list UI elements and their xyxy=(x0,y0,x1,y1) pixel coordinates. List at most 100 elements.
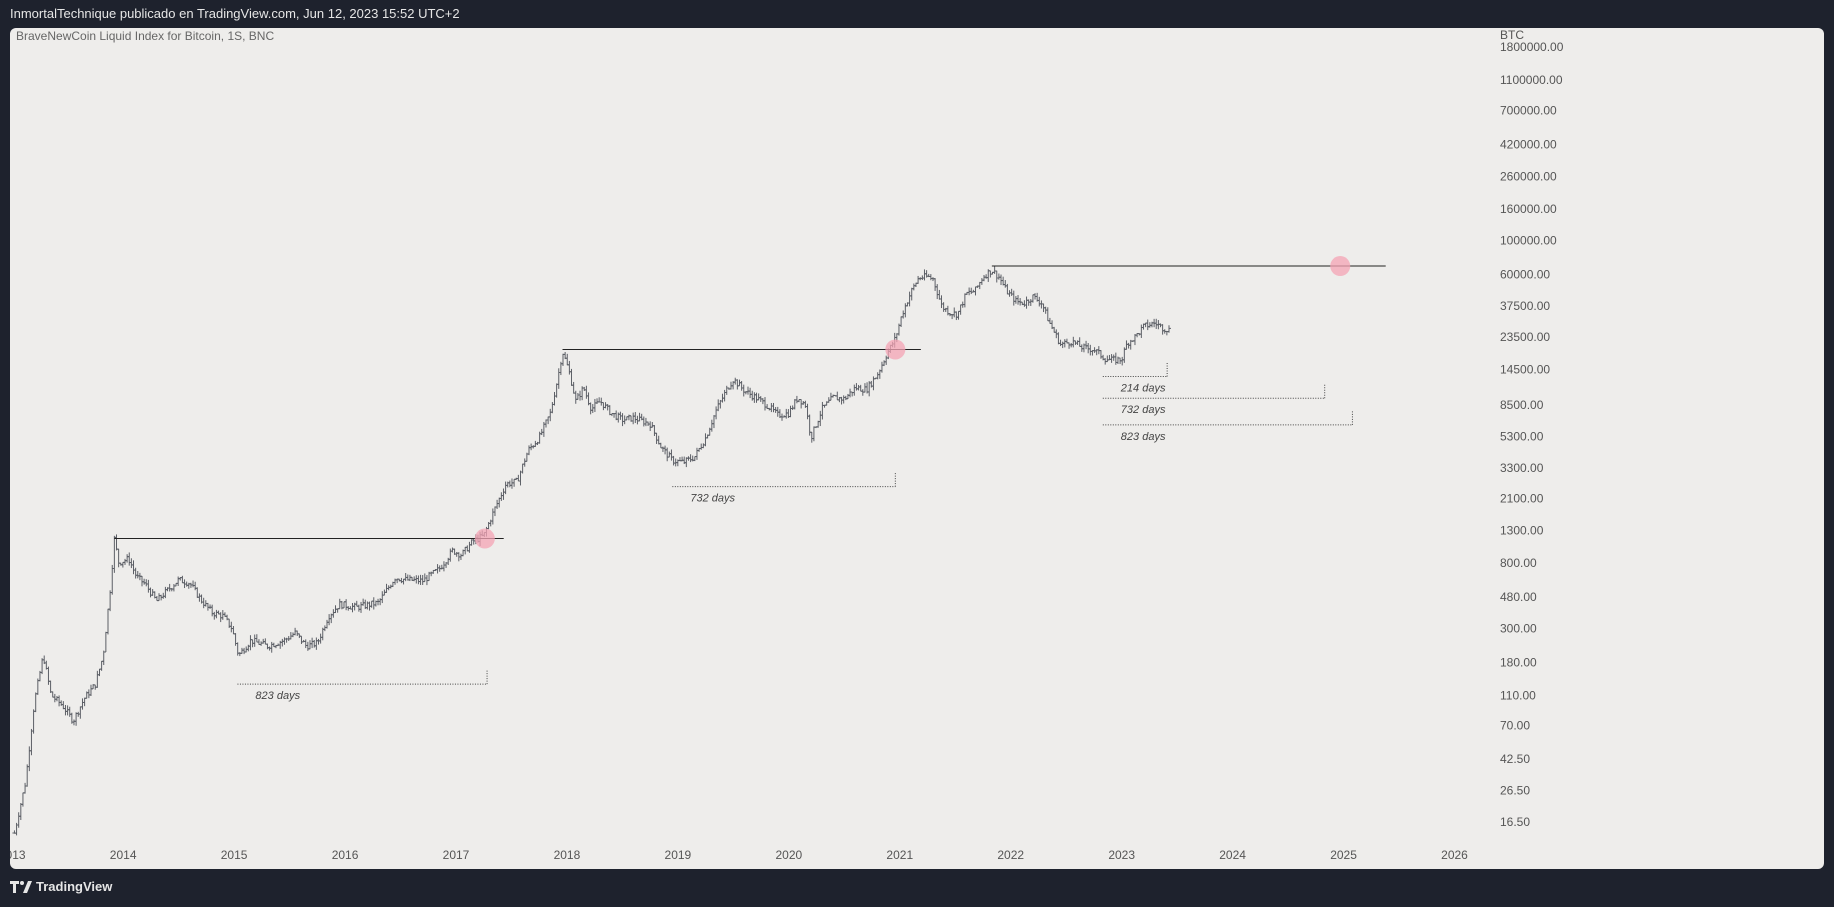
price-bar xyxy=(1084,340,1089,350)
price-bar xyxy=(154,595,159,602)
tradingview-brand[interactable]: TradingView xyxy=(36,879,113,894)
price-bar xyxy=(448,548,453,562)
price-bar xyxy=(741,384,746,397)
price-bar xyxy=(148,587,153,598)
price-bar xyxy=(1003,280,1008,288)
price-bar xyxy=(633,412,638,424)
price-bar xyxy=(701,443,706,449)
price-bar xyxy=(520,463,525,474)
price-bar xyxy=(512,478,517,487)
y-tick-label: 60000.00 xyxy=(1500,267,1550,281)
price-bar xyxy=(135,570,140,579)
price-bar xyxy=(595,398,600,405)
price-bar xyxy=(933,278,938,291)
price-bar xyxy=(1120,356,1125,366)
y-tick-label: 110.00 xyxy=(1500,688,1536,702)
x-axis[interactable]: 2013 2014 2015 2016 2017 2018 2019 2020 2021 2022… xyxy=(10,848,1468,862)
price-bar xyxy=(994,270,999,283)
highlight-markers xyxy=(474,256,1351,549)
price-bar xyxy=(901,310,906,319)
price-bar xyxy=(703,433,708,447)
price-bar xyxy=(1009,288,1014,296)
price-bar xyxy=(694,447,699,460)
duration-label: 732 days xyxy=(690,493,735,505)
price-bar xyxy=(33,692,38,713)
price-bar xyxy=(843,395,848,401)
price-bar xyxy=(48,680,53,693)
price-bar xyxy=(1024,296,1029,309)
price-bar xyxy=(1071,336,1076,348)
price-bar xyxy=(597,397,602,403)
price-bar xyxy=(376,598,381,606)
price-bar xyxy=(131,560,136,575)
x-tick-label: 2025 xyxy=(1330,848,1357,862)
price-bar xyxy=(450,547,455,553)
price-bar xyxy=(191,580,196,588)
price-bar xyxy=(380,591,385,604)
chart-panel[interactable]: BraveNewCoin Liquid Index for Bitcoin, 1… xyxy=(10,28,1824,869)
y-tick-label: 42.50 xyxy=(1500,752,1530,766)
x-tick-label: 2014 xyxy=(110,848,137,862)
price-bar xyxy=(110,564,115,595)
price-bar xyxy=(1098,350,1103,359)
price-bar xyxy=(956,310,961,320)
price-bar xyxy=(631,412,636,425)
price-bar xyxy=(809,431,814,443)
price-bar xyxy=(31,709,36,734)
price-bar xyxy=(982,274,987,282)
price-bar xyxy=(78,706,83,719)
y-axis[interactable]: 1800000.00 1100000.00 700000.00 420000.00 26… xyxy=(1500,40,1564,829)
x-tick-label: 2019 xyxy=(665,848,692,862)
y-tick-label: 300.00 xyxy=(1500,621,1537,635)
price-bar xyxy=(1045,307,1050,322)
price-bar xyxy=(263,638,268,645)
price-bar xyxy=(429,571,434,577)
price-bar xyxy=(242,647,247,655)
price-bar xyxy=(688,454,693,463)
price-bar xyxy=(561,353,566,366)
price-bar xyxy=(197,593,202,602)
price-bar xyxy=(605,404,610,411)
price-bar xyxy=(1058,339,1063,347)
price-bar xyxy=(748,387,753,399)
price-bar xyxy=(116,548,121,568)
price-bar xyxy=(252,634,257,647)
price-bar xyxy=(57,695,62,707)
currency-label: BTC xyxy=(1500,28,1524,42)
price-bar xyxy=(371,597,376,610)
price-bar xyxy=(65,705,70,716)
price-bar xyxy=(1077,337,1082,347)
price-bar xyxy=(1154,318,1159,329)
price-bar xyxy=(769,402,774,413)
y-tick-label: 23500.00 xyxy=(1500,330,1550,344)
price-bar xyxy=(40,658,45,675)
price-bar xyxy=(552,391,557,406)
price-bar xyxy=(979,278,984,285)
price-bar xyxy=(193,581,198,591)
y-tick-label: 37500.00 xyxy=(1500,299,1550,313)
duration-bracket: 732 days xyxy=(1102,384,1326,416)
trend-lines xyxy=(114,265,1386,540)
price-bar xyxy=(805,403,810,420)
price-bar xyxy=(105,608,110,635)
price-bar xyxy=(1005,283,1010,295)
price-bar xyxy=(684,457,689,468)
price-bar xyxy=(1111,354,1116,361)
price-bar xyxy=(771,402,776,413)
price-bar xyxy=(1079,344,1084,352)
price-bar xyxy=(369,600,374,608)
y-tick-label: 480.00 xyxy=(1500,590,1537,604)
price-bar xyxy=(127,552,132,566)
price-bar xyxy=(418,574,423,585)
price-bar xyxy=(667,451,672,458)
price-bar xyxy=(1028,299,1033,306)
price-bar xyxy=(1132,334,1137,346)
price-bar xyxy=(231,626,236,635)
price-bar xyxy=(61,701,66,710)
price-bar xyxy=(516,474,521,482)
price-bar xyxy=(1105,355,1110,363)
price-bar xyxy=(259,641,264,646)
price-chart[interactable]: BraveNewCoin Liquid Index for Bitcoin, 1… xyxy=(10,28,1824,869)
price-bar xyxy=(652,425,657,437)
price-bar xyxy=(16,812,21,828)
